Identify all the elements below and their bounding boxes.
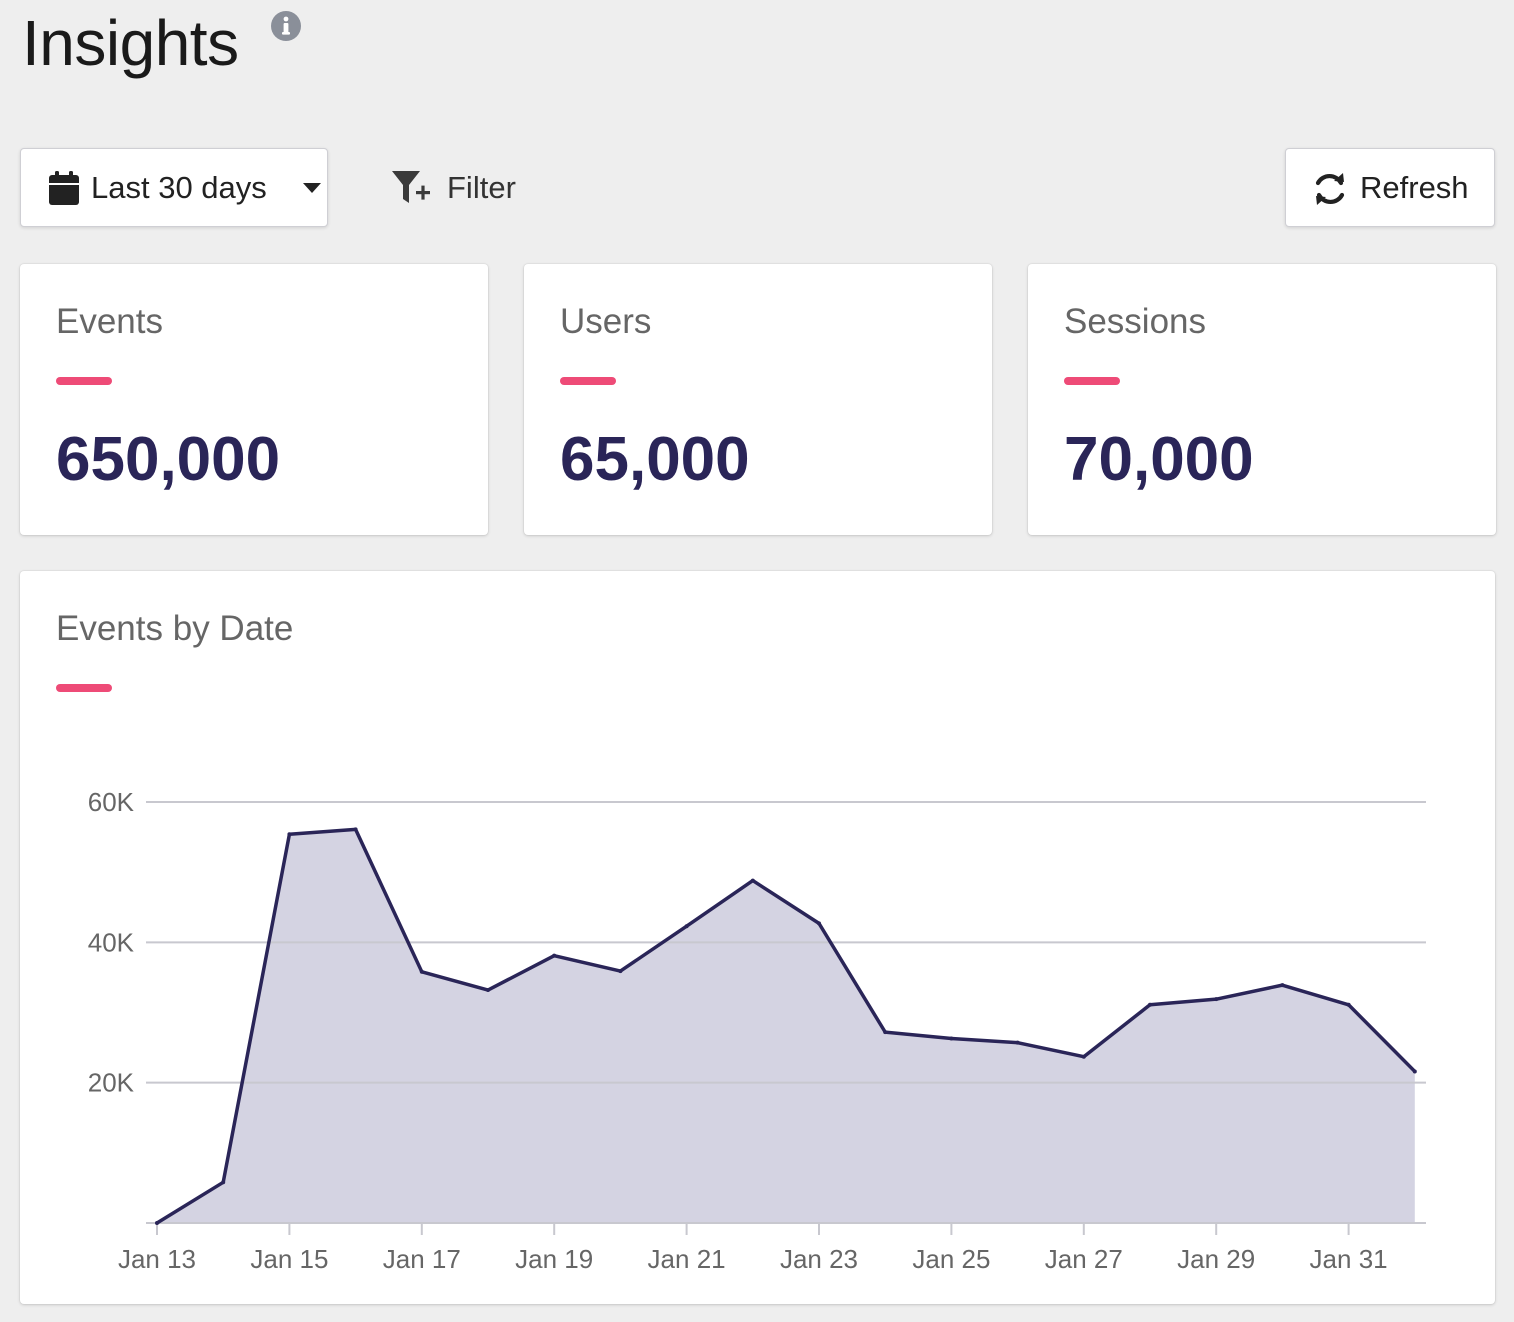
- stat-value: 650,000: [56, 425, 281, 494]
- refresh-button[interactable]: Refresh: [1285, 148, 1495, 227]
- data-point: [1015, 1040, 1020, 1045]
- data-point: [353, 827, 358, 832]
- data-point: [419, 969, 424, 974]
- refresh-icon: [1315, 173, 1345, 205]
- data-point: [684, 924, 689, 929]
- page-title: Insights: [22, 7, 239, 79]
- data-point: [1214, 997, 1219, 1002]
- stat-card-events: Events 650,000: [20, 264, 488, 535]
- calendar-icon: [49, 171, 79, 205]
- events-by-date-card: Events by Date 20K 40K 60K Jan 13 Jan 15 Jan …: [20, 571, 1495, 1304]
- data-point: [750, 878, 755, 883]
- data-point: [155, 1221, 159, 1225]
- data-point: [221, 1180, 226, 1185]
- accent-bar: [56, 684, 112, 692]
- series-line: [156, 827, 1417, 1225]
- accent-bar: [56, 377, 112, 385]
- y-tick-label: 60K: [88, 787, 135, 817]
- caret-down-icon: [303, 183, 321, 193]
- data-point: [287, 832, 292, 837]
- data-point: [1280, 983, 1285, 988]
- filter-plus-icon: [392, 171, 430, 203]
- stat-card-users: Users 65,000: [524, 264, 992, 535]
- stat-card-sessions: Sessions 70,000: [1028, 264, 1496, 535]
- x-tick-label: Jan 31: [1310, 1244, 1388, 1274]
- stat-value: 70,000: [1064, 425, 1254, 494]
- events-by-date-chart: 20K 40K 60K Jan 13 Jan 15 Jan 17 Jan 19 Jan 21 J…: [88, 787, 1426, 1274]
- data-point: [1148, 1002, 1152, 1007]
- chart-title: Events by Date: [56, 609, 294, 648]
- x-tick-label: Jan 25: [912, 1244, 990, 1274]
- data-point: [817, 921, 821, 926]
- accent-bar: [560, 377, 616, 385]
- x-tick-label: Jan 17: [383, 1244, 461, 1274]
- stat-value: 65,000: [560, 425, 750, 494]
- filter-label: Filter: [447, 170, 516, 205]
- date-range-dropdown[interactable]: Last 30 days: [20, 148, 328, 227]
- data-point: [1412, 1069, 1417, 1074]
- x-tick-label: Jan 15: [250, 1244, 328, 1274]
- x-tick-label: Jan 19: [515, 1244, 593, 1274]
- accent-bar: [1064, 377, 1120, 385]
- y-tick-label: 40K: [88, 927, 135, 957]
- x-tick-label: Jan 29: [1177, 1244, 1255, 1274]
- stat-title: Users: [560, 302, 652, 341]
- data-point: [883, 1030, 888, 1035]
- x-tick-label: Jan 21: [648, 1244, 726, 1274]
- data-point: [552, 953, 557, 958]
- stat-title: Sessions: [1064, 302, 1207, 341]
- data-point: [618, 969, 623, 974]
- stat-title: Events: [56, 302, 163, 341]
- y-tick-label: 20K: [88, 1068, 135, 1098]
- data-point: [949, 1036, 954, 1041]
- x-tick-label: Jan 13: [118, 1244, 196, 1274]
- refresh-label: Refresh: [1360, 170, 1469, 205]
- data-point: [486, 988, 490, 993]
- x-tick-label: Jan 27: [1045, 1244, 1123, 1274]
- data-point: [1081, 1054, 1086, 1059]
- series-area: [157, 829, 1415, 1223]
- date-range-label: Last 30 days: [91, 170, 267, 205]
- data-point: [1346, 1002, 1351, 1007]
- x-tick-label: Jan 23: [780, 1244, 858, 1274]
- info-circle-icon[interactable]: [270, 10, 302, 42]
